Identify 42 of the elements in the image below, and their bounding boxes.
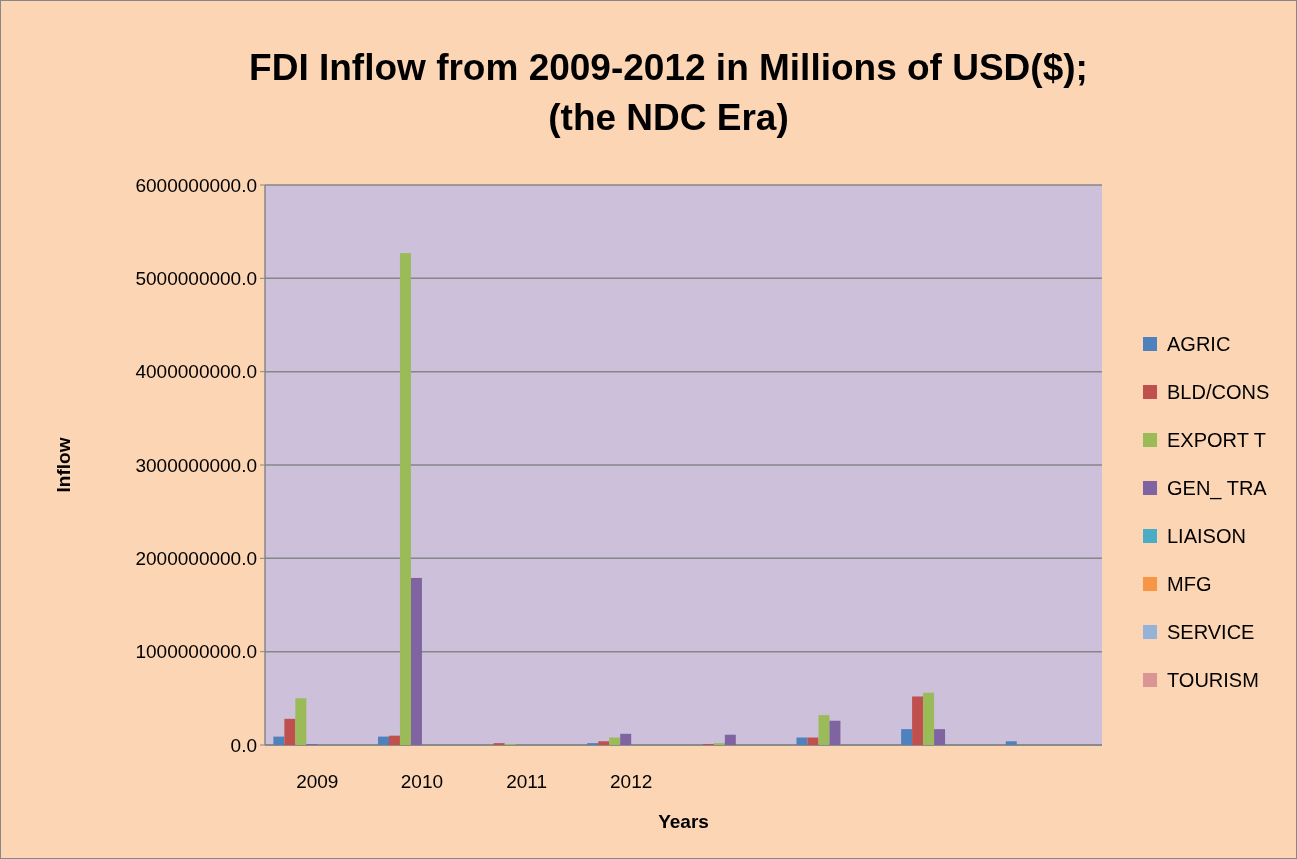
x-tick-label: 2011 (506, 771, 547, 792)
x-tick-label: 2010 (400, 771, 444, 792)
bar (1005, 741, 1017, 745)
bar (388, 735, 400, 745)
legend-label: EXPORT T (1167, 429, 1266, 451)
bar (609, 737, 621, 745)
bar (295, 698, 307, 745)
bar (934, 729, 946, 745)
bar (399, 253, 411, 745)
y-tick-label: 2000000000.0 (135, 547, 257, 569)
y-tick-label: 1000000000.0 (135, 641, 257, 663)
x-tick-label: 2012 (610, 771, 653, 792)
y-tick-label: 3000000000.0 (135, 454, 257, 476)
x-axis-title: Years (658, 811, 709, 832)
bar (923, 692, 935, 745)
bar (620, 733, 632, 745)
legend-label: MFG (1167, 573, 1212, 595)
legend-label: SERVICE (1167, 621, 1255, 643)
y-tick-label: 0.0 (230, 734, 257, 756)
y-tick-label: 6000000000.0 (135, 174, 257, 196)
legend-label: TOURISM (1167, 669, 1259, 691)
legend-label: GEN_ TRA (1167, 477, 1268, 500)
legend-label: BLD/CONS (1167, 381, 1270, 403)
bar (818, 715, 830, 745)
bar (724, 734, 736, 745)
x-tick-label: 2009 (296, 771, 339, 792)
bar (807, 737, 819, 745)
y-axis-title: Inflow (53, 437, 74, 493)
bar (378, 736, 389, 745)
y-tick-label: 4000000000.0 (135, 361, 257, 383)
bar (284, 718, 296, 745)
chart-title: FDI Inflow from 2009-2012 in Millions of USD($); (the NDC Era) (249, 47, 1088, 138)
bar (598, 741, 610, 745)
bar (273, 736, 285, 745)
bar (829, 720, 841, 745)
legend-label: LIAISON (1167, 525, 1246, 547)
legend-label: AGRIC (1167, 333, 1231, 355)
y-tick-label: 5000000000.0 (135, 267, 257, 289)
bar (912, 696, 924, 745)
bar (796, 737, 808, 745)
bar (410, 577, 422, 745)
bar (901, 729, 913, 745)
